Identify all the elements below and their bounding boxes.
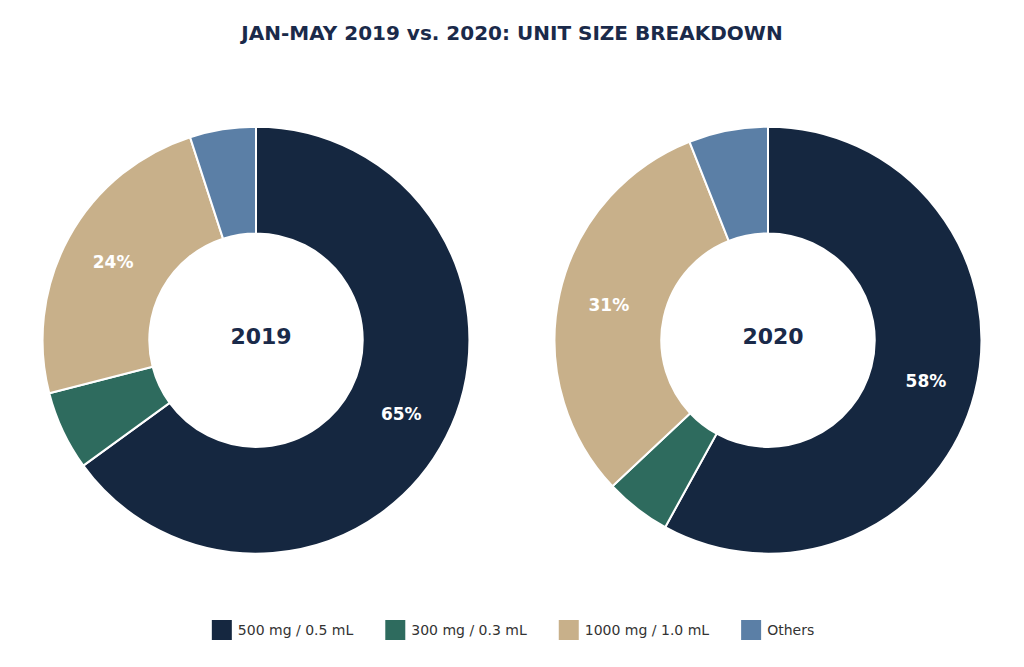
svg-text:31%: 31%	[588, 295, 629, 315]
svg-text:2019: 2019	[230, 324, 291, 349]
svg-text:24%: 24%	[93, 252, 134, 272]
svg-text:58%: 58%	[906, 371, 947, 391]
svg-text:2020: 2020	[742, 324, 803, 349]
svg-text:500 mg / 0.5 mL: 500 mg / 0.5 mL	[238, 622, 354, 638]
svg-text:1000 mg / 1.0 mL: 1000 mg / 1.0 mL	[585, 622, 710, 638]
svg-text:Others: Others	[767, 622, 814, 638]
svg-text:300 mg / 0.3 mL: 300 mg / 0.3 mL	[411, 622, 527, 638]
svg-text:65%: 65%	[381, 404, 422, 424]
svg-text:JAN-MAY 2019 vs. 2020: UNIT SI: JAN-MAY 2019 vs. 2020: UNIT SIZE BREAKDO…	[239, 21, 782, 45]
